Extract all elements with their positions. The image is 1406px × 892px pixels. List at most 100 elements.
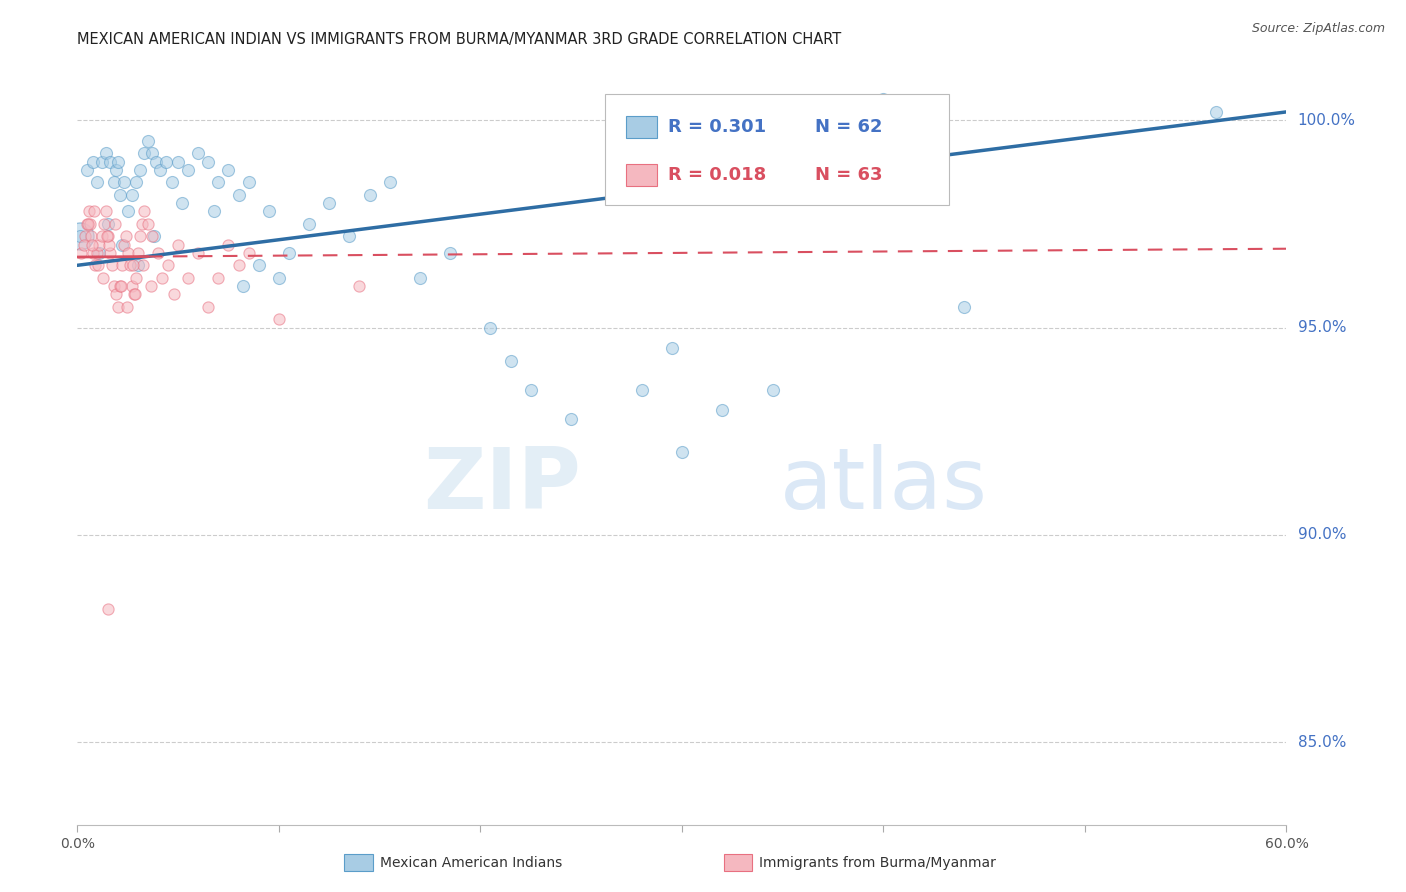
Point <box>94 204 117 219</box>
Point <box>94 146 117 161</box>
Point <box>121 187 143 202</box>
Point <box>157 258 180 272</box>
Point <box>93 217 115 231</box>
Point <box>150 270 173 285</box>
Point <box>267 270 290 285</box>
Point <box>247 258 270 272</box>
Point <box>128 229 150 244</box>
Point <box>202 204 225 219</box>
Text: atlas: atlas <box>779 443 987 526</box>
Point <box>86 175 108 189</box>
Point <box>207 270 229 285</box>
Point <box>121 258 143 272</box>
Text: Source: ZipAtlas.com: Source: ZipAtlas.com <box>1251 22 1385 36</box>
Point <box>104 287 127 301</box>
Point <box>73 237 96 252</box>
Point <box>167 237 190 252</box>
Point <box>69 229 91 244</box>
Point <box>872 92 894 106</box>
Point <box>132 146 155 161</box>
Point <box>439 245 461 260</box>
Point <box>76 163 98 178</box>
Point <box>118 258 141 272</box>
Point <box>197 154 219 169</box>
Point <box>207 175 229 189</box>
Point <box>172 196 194 211</box>
Point <box>499 353 522 368</box>
Point <box>136 134 159 148</box>
Point <box>117 204 139 219</box>
Point <box>115 300 138 314</box>
Point <box>139 279 162 293</box>
Point <box>359 187 381 202</box>
Point <box>671 445 693 459</box>
Point <box>107 154 129 169</box>
Point <box>228 187 250 202</box>
Text: 90.0%: 90.0% <box>1298 527 1346 542</box>
Point <box>90 229 112 244</box>
Point <box>1205 104 1227 119</box>
Text: 85.0%: 85.0% <box>1298 735 1346 749</box>
Point <box>117 245 139 260</box>
Point <box>163 287 186 301</box>
Point <box>77 217 100 231</box>
Point <box>128 163 150 178</box>
Point <box>257 204 280 219</box>
Text: R = 0.018: R = 0.018 <box>668 166 766 184</box>
Point <box>409 270 432 285</box>
Point <box>104 163 127 178</box>
Point <box>238 175 260 189</box>
Text: Immigrants from Burma/Myanmar: Immigrants from Burma/Myanmar <box>759 855 995 870</box>
Point <box>96 602 118 616</box>
Point <box>218 237 240 252</box>
Point <box>232 279 254 293</box>
Point <box>141 229 163 244</box>
Point <box>711 403 734 417</box>
Point <box>107 300 129 314</box>
Point <box>91 270 114 285</box>
Point <box>953 300 976 314</box>
Point <box>149 163 172 178</box>
Point <box>378 175 401 189</box>
Point <box>108 187 131 202</box>
Text: Mexican American Indians: Mexican American Indians <box>380 855 562 870</box>
Point <box>560 411 582 425</box>
Text: R = 0.301: R = 0.301 <box>668 118 766 136</box>
Point <box>97 237 120 252</box>
Point <box>122 287 145 301</box>
Point <box>96 229 118 244</box>
Point <box>125 175 148 189</box>
Point <box>141 146 163 161</box>
Point <box>187 146 209 161</box>
Point <box>82 237 104 252</box>
Point <box>83 204 105 219</box>
Point <box>112 175 135 189</box>
Point <box>80 229 103 244</box>
Point <box>111 258 134 272</box>
Text: 95.0%: 95.0% <box>1298 320 1346 335</box>
Point <box>218 163 240 178</box>
Point <box>108 279 131 293</box>
Text: ZIP: ZIP <box>423 443 581 526</box>
Point <box>114 229 136 244</box>
Point <box>82 245 104 260</box>
Point <box>100 258 122 272</box>
Point <box>146 245 169 260</box>
Text: N = 62: N = 62 <box>815 118 883 136</box>
Point <box>89 245 111 260</box>
Point <box>76 217 98 231</box>
Point <box>124 287 146 301</box>
Point <box>177 270 200 285</box>
Point <box>479 320 502 334</box>
Point <box>339 229 360 244</box>
Point <box>267 312 290 326</box>
Point <box>111 237 134 252</box>
Point <box>155 154 177 169</box>
Point <box>197 300 219 314</box>
Point <box>79 217 101 231</box>
Point <box>187 245 209 260</box>
Point <box>96 229 118 244</box>
Point <box>75 229 97 244</box>
Point <box>104 217 127 231</box>
Point <box>89 237 111 252</box>
